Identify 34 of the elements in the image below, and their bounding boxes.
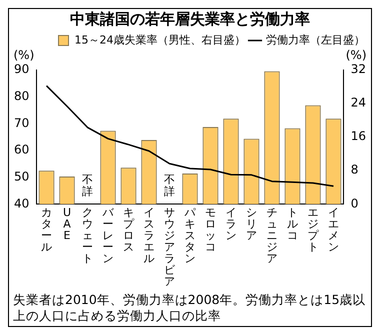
y-tick-label: 40 bbox=[14, 196, 30, 210]
legend-label: 労働力率（左目盛） bbox=[266, 33, 365, 46]
y2-tick-label: 16 bbox=[350, 129, 366, 144]
y-tick-label: 50 bbox=[14, 169, 30, 184]
legend-label: 15～24歳失業率（男性、右目盛） bbox=[74, 33, 246, 46]
y2-tick-label: 32 bbox=[350, 62, 366, 76]
annotation: 不詳 bbox=[164, 173, 176, 198]
y2-tick-label: 24 bbox=[350, 96, 366, 110]
y2-axis-title: (%) bbox=[346, 48, 366, 62]
y-tick-label: 90 bbox=[14, 62, 30, 76]
x-tick-label: イスラエル bbox=[144, 206, 155, 265]
text: 失業者は2010年、労働力率は2008年。労働力率とは15歳以上の人口に占める労働力人口の比率 bbox=[12, 291, 367, 325]
y2-tick-label: 8 bbox=[350, 162, 358, 177]
x-tick-label: カタール bbox=[41, 206, 52, 254]
x-tick-label: サウジアラビア bbox=[164, 206, 176, 288]
y-axis-title: (%) bbox=[14, 48, 34, 62]
x-tick-label: イラン bbox=[225, 206, 236, 242]
x-tick-label: キプロス bbox=[123, 206, 136, 254]
chart-title: 中東諸国の若年層失業率と労働力率 bbox=[70, 10, 310, 28]
x-tick-label: UAE bbox=[62, 206, 72, 242]
annotation: 不詳 bbox=[82, 173, 94, 198]
x-tick-label: シリア bbox=[246, 206, 257, 242]
x-tick-label: チュニジア bbox=[266, 206, 278, 265]
x-tick-label: モロッコ bbox=[204, 206, 216, 254]
x-tick-label: イエメン bbox=[328, 206, 339, 254]
y-tick-label: 80 bbox=[14, 88, 30, 103]
x-tick-label: バーレーン bbox=[102, 206, 115, 265]
x-tick-label: パキスタン bbox=[184, 206, 196, 265]
y2-tick-label: 0 bbox=[350, 196, 358, 210]
x-tick-label: クウェート bbox=[82, 206, 94, 265]
y-tick-label: 70 bbox=[14, 116, 30, 130]
x-tick-label: トルコ bbox=[286, 206, 298, 242]
y-tick-label: 60 bbox=[14, 142, 30, 157]
x-tick-label: エジプト bbox=[307, 206, 320, 254]
